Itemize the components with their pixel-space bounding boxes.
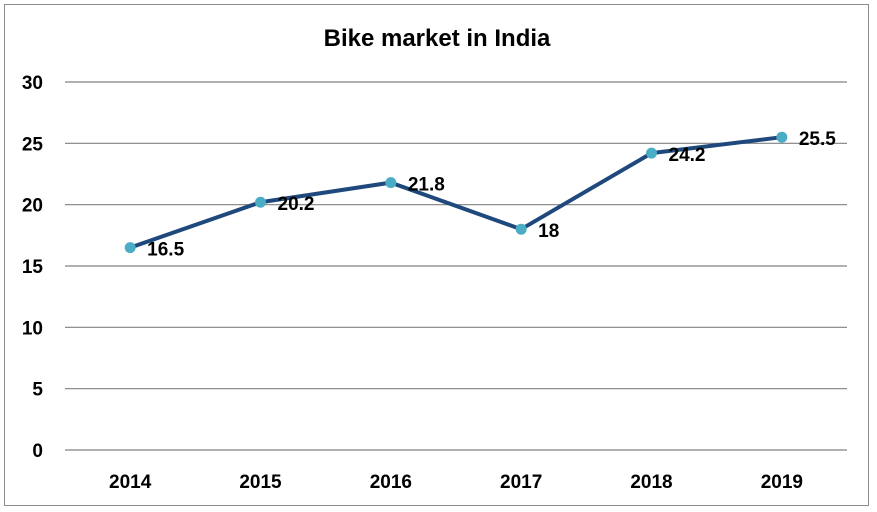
data-label-2014: 16.5 xyxy=(147,240,184,261)
data-point-2014 xyxy=(124,242,136,254)
data-point-2016 xyxy=(385,177,397,189)
data-point-2015 xyxy=(255,196,266,208)
y-tick-label: 30 xyxy=(22,73,43,94)
data-label-2019: 25.5 xyxy=(799,129,836,150)
y-tick-label: 10 xyxy=(22,318,43,339)
chart-title: Bike market in India xyxy=(324,25,551,52)
data-point-2019 xyxy=(776,131,788,143)
x-tick-label: 2018 xyxy=(630,472,672,493)
data-label-2016: 21.8 xyxy=(408,175,445,196)
y-tick-label: 5 xyxy=(32,380,43,401)
chart-frame xyxy=(4,4,869,506)
data-label-2018: 24.2 xyxy=(669,145,706,166)
x-tick-label: 2014 xyxy=(109,472,152,493)
data-labels: 16.5 20.2 21.8 18 24.2 25.5 xyxy=(147,129,836,260)
y-tick-label: 20 xyxy=(22,196,43,217)
gridlines xyxy=(65,81,847,451)
data-point-2018 xyxy=(646,147,657,159)
x-tick-label: 2017 xyxy=(500,472,542,493)
y-tick-label: 0 xyxy=(32,441,43,462)
y-tick-label: 15 xyxy=(22,257,44,278)
x-tick-label: 2015 xyxy=(239,472,282,493)
data-point-2017 xyxy=(515,223,527,235)
series-layer xyxy=(124,131,788,254)
x-tick-label: 2019 xyxy=(761,472,803,493)
series-line xyxy=(128,135,784,250)
y-tick-label: 25 xyxy=(22,134,44,155)
y-axis-ticks: 0 5 10 15 20 25 30 xyxy=(22,73,44,462)
x-axis-ticks: 2014 2015 2016 2017 2018 2019 xyxy=(109,472,803,493)
x-tick-label: 2016 xyxy=(370,472,412,493)
data-label-2017: 18 xyxy=(538,221,559,242)
data-label-2015: 20.2 xyxy=(278,194,315,215)
